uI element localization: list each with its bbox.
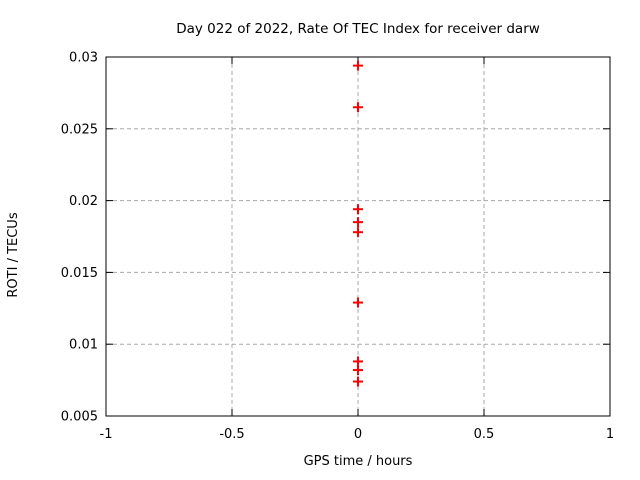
data-point-marker [353, 365, 363, 376]
gridlines-group [106, 57, 610, 416]
data-point-marker [353, 227, 363, 238]
y-tick-label: 0.015 [61, 266, 98, 281]
y-tick-label: 0.005 [61, 410, 98, 425]
x-tick-label: 1 [606, 427, 614, 442]
data-point-marker [353, 204, 363, 215]
data-point-marker [353, 376, 363, 387]
data-points-group [353, 60, 363, 387]
x-tick-label: -1 [100, 427, 113, 442]
chart-title: Day 022 of 2022, Rate Of TEC Index for r… [176, 21, 540, 37]
data-point-marker [353, 217, 363, 228]
y-tick-label: 0.025 [61, 122, 98, 137]
data-point-marker [353, 356, 363, 367]
y-tick-label: 0.03 [69, 51, 98, 66]
data-point-marker [353, 297, 363, 308]
y-tick-label: 0.02 [69, 194, 98, 209]
data-point-marker [353, 102, 363, 113]
data-point-marker [353, 60, 363, 71]
x-tick-label: 0 [354, 427, 362, 442]
x-axis-label: GPS time / hours [304, 454, 413, 469]
x-tick-label: 0.5 [474, 427, 495, 442]
y-axis-label: ROTI / TECUs [6, 212, 21, 297]
y-tick-label: 0.01 [69, 338, 98, 353]
plot-border [105, 56, 611, 417]
x-tick-label: -0.5 [219, 427, 244, 442]
tick-labels-group: -1 -0.5 0 0.5 1 0.005 0.01 0.015 0.02 0.025 0.03 [61, 51, 614, 443]
